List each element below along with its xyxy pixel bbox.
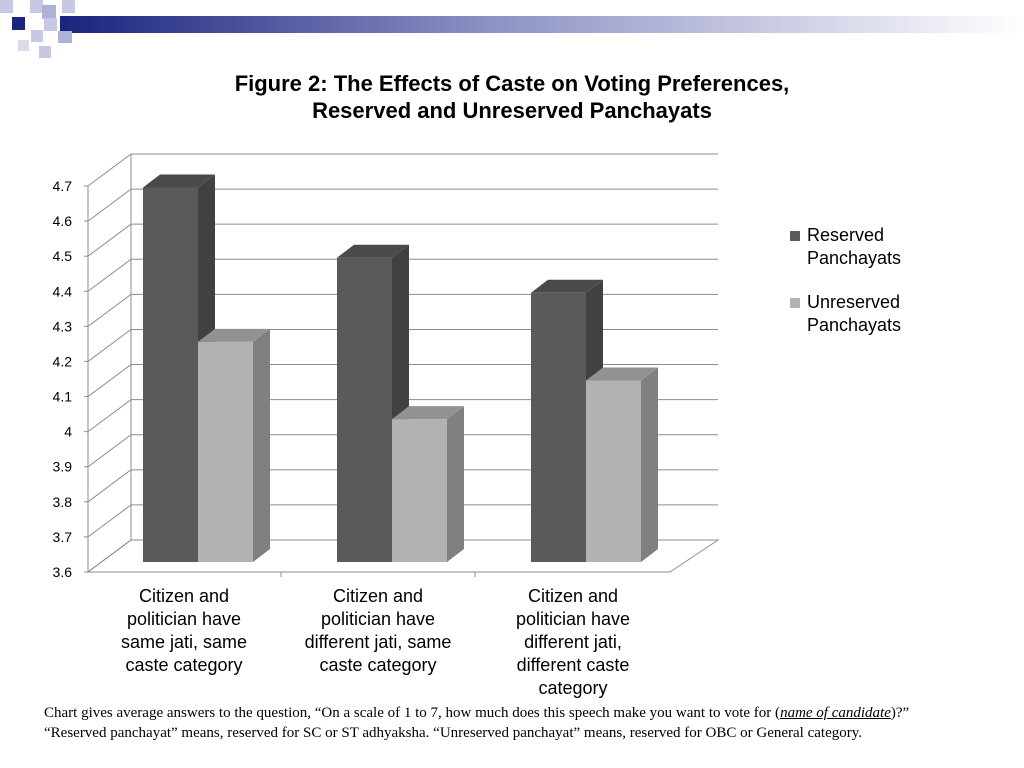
legend-item-reserved: Reserved Panchayats: [790, 224, 947, 270]
category-label-2-line-4: caste category: [319, 655, 437, 675]
legend-label-reserved-line-1: Reserved: [807, 225, 885, 245]
gridline-side-3: [87, 434, 132, 468]
y-tick-label-3: 3.9: [53, 459, 73, 475]
chart-legend: Reserved Panchayats Unreserved Panchayat…: [790, 224, 947, 358]
y-tick-label-1: 3.7: [53, 529, 73, 545]
legend-label-unreserved-line-1: Unreserved: [807, 292, 901, 312]
category-label-1-line-1: Citizen and: [138, 586, 230, 606]
category-label-2-line-3: different jati, same: [304, 632, 452, 652]
bar-top-2-1: [198, 328, 270, 342]
bar-2-3: [586, 380, 641, 562]
legend-swatch-unreserved: [790, 298, 800, 308]
legend-label-unreserved-line-2: Panchayats: [807, 315, 902, 335]
bar-top-1-3: [531, 279, 603, 293]
category-label-3-line-4: different caste: [516, 655, 630, 675]
category-label-1-line-4: caste category: [125, 655, 243, 675]
bar-side-2-3: [641, 367, 658, 562]
bar-2-1: [198, 341, 253, 562]
caption-part-2: name of candidate: [780, 705, 891, 721]
bar-side-2-1: [253, 328, 270, 562]
caption-part-3: )?” “Reserved panchayat” means, reserved…: [44, 705, 910, 741]
y-tick-label-10: 4.6: [53, 213, 73, 229]
category-label-3-line-5: category: [538, 678, 608, 698]
y-tick-label-5: 4.1: [53, 389, 73, 405]
gridline-side-1: [87, 504, 132, 538]
y-tick-label-7: 4.3: [53, 318, 73, 334]
y-tick-label-4: 4: [64, 424, 72, 440]
y-tick-label-9: 4.5: [53, 248, 73, 264]
legend-swatch-reserved: [790, 231, 800, 241]
bar-top-1-2: [337, 244, 409, 258]
y-tick-label-11: 4.7: [53, 178, 73, 194]
bar-1-3: [531, 292, 586, 562]
category-label-1-line-2: politician have: [126, 609, 242, 629]
legend-label-reserved-line-2: Panchayats: [807, 248, 902, 268]
gridline-side-10: [87, 188, 132, 222]
chart-subtitle: Reserved and Unreserved Panchayats: [312, 98, 712, 123]
category-label-3: Citizen and politician have different ja…: [493, 585, 653, 700]
y-tick-label-6: 4.2: [53, 353, 73, 369]
gridline-side-11: [87, 153, 132, 187]
bar-2-2: [392, 419, 447, 562]
caption-part-1: Chart gives average answers to the quest…: [44, 705, 781, 721]
bar-1-2: [337, 257, 392, 562]
bar-top-2-3: [586, 367, 658, 381]
gridline-side-9: [87, 223, 132, 257]
category-label-2-line-1: Citizen and: [332, 586, 424, 606]
category-label-2: Citizen and politician have different ja…: [298, 585, 458, 677]
y-tick-label-0: 3.6: [53, 564, 73, 580]
gridline-side-2: [87, 469, 132, 503]
category-label-3-line-1: Citizen and: [527, 586, 619, 606]
chart-title: Figure 2: The Effects of Caste on Voting…: [112, 70, 912, 124]
y-tick-label-2: 3.8: [53, 494, 73, 510]
gridline-side-5: [87, 364, 132, 397]
category-label-3-line-2: politician have: [515, 609, 631, 629]
chart-caption: Chart gives average answers to the quest…: [44, 703, 974, 743]
gridline-side-8: [87, 258, 132, 292]
bar-1-1: [143, 187, 198, 562]
gridline-side-0: [87, 539, 132, 573]
slide-header-decoration: [0, 0, 1024, 58]
bar-top-1-1: [143, 174, 215, 188]
category-label-3-line-3: different jati,: [524, 632, 622, 652]
bar-top-2-2: [392, 406, 464, 420]
category-label-1-line-3: same jati, same: [120, 632, 248, 652]
gridline-side-4: [87, 399, 132, 433]
category-label-2-line-2: politician have: [320, 609, 436, 629]
gridline-side-6: [87, 329, 132, 362]
chart-title-line-1: Figure 2: The Effects of Caste on Voting…: [234, 71, 790, 96]
y-tick-label-8: 4.4: [53, 283, 73, 299]
category-label-1: Citizen and politician have same jati, s…: [104, 585, 264, 677]
bar-side-2-2: [447, 406, 464, 562]
gridline-side-7: [87, 293, 132, 327]
legend-item-unreserved: Unreserved Panchayats: [790, 291, 947, 337]
